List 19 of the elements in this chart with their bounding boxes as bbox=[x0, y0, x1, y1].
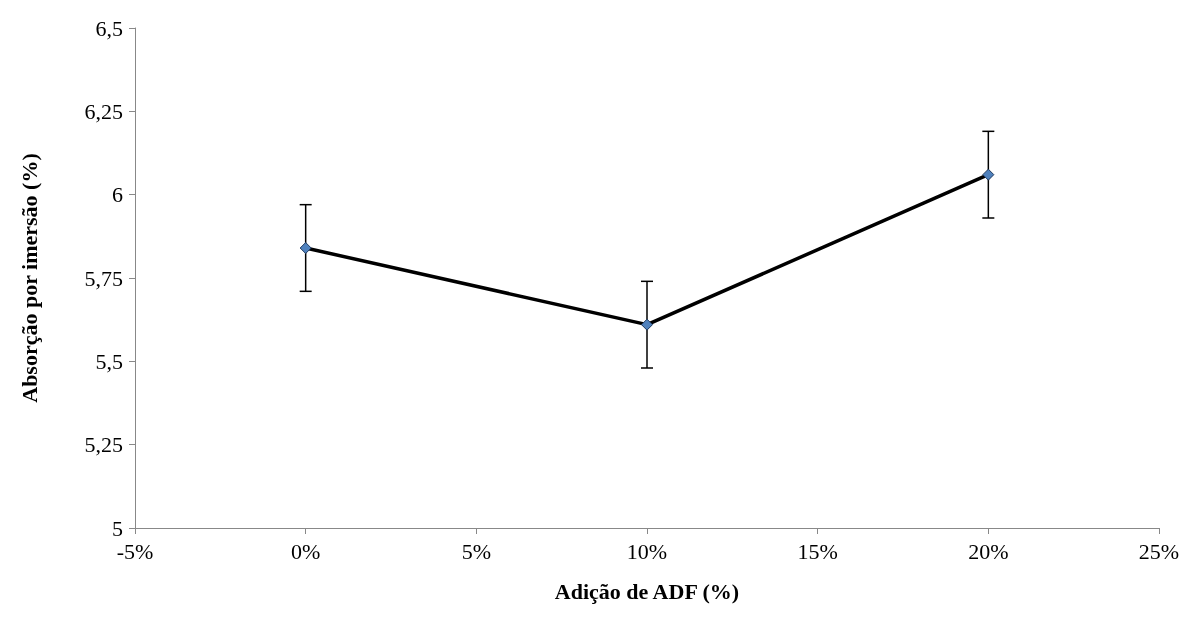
x-tick-label: 25% bbox=[1138, 538, 1180, 564]
point bbox=[641, 318, 653, 331]
y-tick-label: 5,5 bbox=[95, 348, 123, 374]
x-tick-label: 10% bbox=[626, 538, 668, 564]
y-tick-label: 5,25 bbox=[84, 432, 123, 458]
x-axis-title: Adição de ADF (%) bbox=[554, 578, 740, 604]
y-tick-label: 6 bbox=[112, 182, 123, 208]
y-axis-title: Absorção por imersão (%) bbox=[16, 153, 42, 403]
point bbox=[299, 242, 312, 254]
x-tick-label: 5% bbox=[461, 538, 491, 564]
y-tick-label: 5 bbox=[112, 515, 123, 541]
y-tick-label: 5,75 bbox=[84, 265, 123, 291]
y-tick-label: 6,25 bbox=[84, 98, 123, 124]
y-tick-label: 6,5 bbox=[95, 15, 123, 41]
x-tick-label: 20% bbox=[968, 538, 1009, 564]
point bbox=[982, 168, 995, 181]
x-tick-label: 15% bbox=[797, 538, 838, 564]
x-tick-label: 0% bbox=[291, 538, 321, 564]
x-tick-label: -5% bbox=[116, 538, 154, 564]
